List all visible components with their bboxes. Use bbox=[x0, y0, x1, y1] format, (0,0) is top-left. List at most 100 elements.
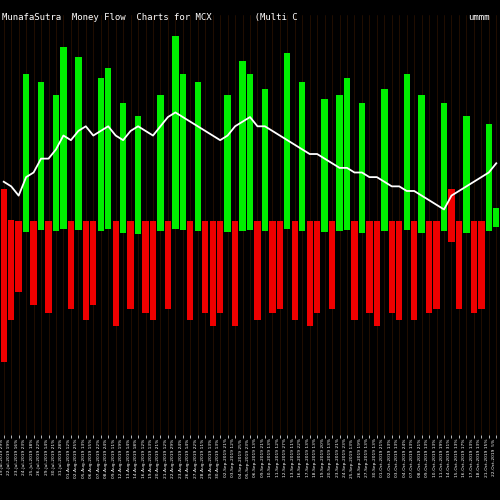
Bar bbox=[8, 225, 14, 320]
Bar bbox=[53, 225, 59, 231]
Bar bbox=[262, 88, 268, 225]
Bar bbox=[322, 225, 328, 232]
Bar bbox=[336, 225, 342, 231]
Bar bbox=[411, 221, 418, 225]
Bar bbox=[486, 225, 492, 231]
Bar bbox=[16, 221, 22, 225]
Bar bbox=[105, 225, 112, 229]
Bar bbox=[463, 116, 469, 225]
Bar bbox=[306, 225, 313, 326]
Bar bbox=[172, 36, 178, 225]
Bar bbox=[150, 221, 156, 225]
Bar bbox=[381, 225, 388, 231]
Bar bbox=[292, 225, 298, 320]
Bar bbox=[411, 225, 418, 320]
Bar bbox=[68, 225, 74, 309]
Bar bbox=[269, 221, 276, 225]
Bar bbox=[314, 221, 320, 225]
Bar bbox=[434, 225, 440, 309]
Bar bbox=[217, 221, 224, 225]
Bar bbox=[299, 225, 306, 231]
Bar bbox=[388, 225, 395, 313]
Bar bbox=[0, 225, 7, 362]
Text: MunafaSutra  Money Flow  Charts for MCX        (Multi C: MunafaSutra Money Flow Charts for MCX (M… bbox=[2, 12, 298, 22]
Bar bbox=[456, 221, 462, 225]
Bar bbox=[142, 221, 148, 225]
Bar bbox=[418, 225, 425, 234]
Bar bbox=[292, 221, 298, 225]
Bar bbox=[426, 221, 432, 225]
Bar bbox=[247, 225, 253, 230]
Bar bbox=[486, 124, 492, 225]
Bar bbox=[284, 53, 290, 225]
Bar bbox=[60, 225, 66, 229]
Bar bbox=[172, 225, 178, 229]
Bar bbox=[240, 225, 246, 231]
Bar bbox=[306, 221, 313, 225]
Bar bbox=[478, 225, 484, 309]
Bar bbox=[90, 225, 96, 305]
Bar bbox=[90, 221, 96, 225]
Bar bbox=[336, 95, 342, 225]
Bar bbox=[470, 221, 477, 225]
Bar bbox=[434, 221, 440, 225]
Bar bbox=[82, 221, 89, 225]
Bar bbox=[75, 57, 82, 225]
Bar bbox=[142, 225, 148, 313]
Bar bbox=[493, 225, 500, 228]
Bar bbox=[470, 225, 477, 313]
Bar bbox=[23, 225, 30, 232]
Bar bbox=[38, 225, 44, 230]
Bar bbox=[284, 225, 290, 229]
Bar bbox=[276, 221, 283, 225]
Bar bbox=[68, 221, 74, 225]
Bar bbox=[322, 99, 328, 225]
Bar bbox=[224, 95, 231, 225]
Bar bbox=[158, 225, 164, 231]
Bar bbox=[374, 221, 380, 225]
Bar bbox=[82, 225, 89, 320]
Bar bbox=[247, 74, 253, 225]
Bar bbox=[232, 225, 238, 326]
Bar bbox=[180, 74, 186, 225]
Bar bbox=[441, 103, 447, 225]
Bar bbox=[448, 225, 454, 242]
Bar bbox=[381, 88, 388, 225]
Bar bbox=[158, 95, 164, 225]
Bar bbox=[441, 225, 447, 231]
Bar bbox=[180, 225, 186, 230]
Bar bbox=[210, 225, 216, 326]
Bar bbox=[164, 225, 171, 309]
Bar bbox=[366, 221, 372, 225]
Bar bbox=[359, 103, 365, 225]
Bar bbox=[240, 61, 246, 225]
Bar bbox=[8, 220, 14, 225]
Bar bbox=[128, 221, 134, 225]
Bar bbox=[344, 78, 350, 225]
Bar bbox=[388, 221, 395, 225]
Bar bbox=[210, 221, 216, 225]
Bar bbox=[112, 221, 119, 225]
Bar bbox=[98, 225, 104, 231]
Bar bbox=[329, 225, 336, 309]
Bar bbox=[276, 225, 283, 309]
Bar bbox=[463, 225, 469, 234]
Bar bbox=[120, 225, 126, 234]
Bar bbox=[202, 225, 208, 313]
Bar bbox=[352, 225, 358, 320]
Bar bbox=[53, 95, 59, 225]
Bar bbox=[493, 208, 500, 225]
Bar bbox=[0, 189, 7, 225]
Bar bbox=[194, 82, 201, 225]
Bar bbox=[448, 189, 454, 225]
Bar bbox=[187, 225, 194, 320]
Bar bbox=[150, 225, 156, 320]
Bar bbox=[60, 46, 66, 225]
Bar bbox=[217, 225, 224, 313]
Bar bbox=[135, 225, 141, 234]
Bar bbox=[187, 221, 194, 225]
Bar bbox=[254, 225, 260, 320]
Text: ummm: ummm bbox=[468, 12, 490, 22]
Bar bbox=[418, 95, 425, 225]
Bar bbox=[254, 221, 260, 225]
